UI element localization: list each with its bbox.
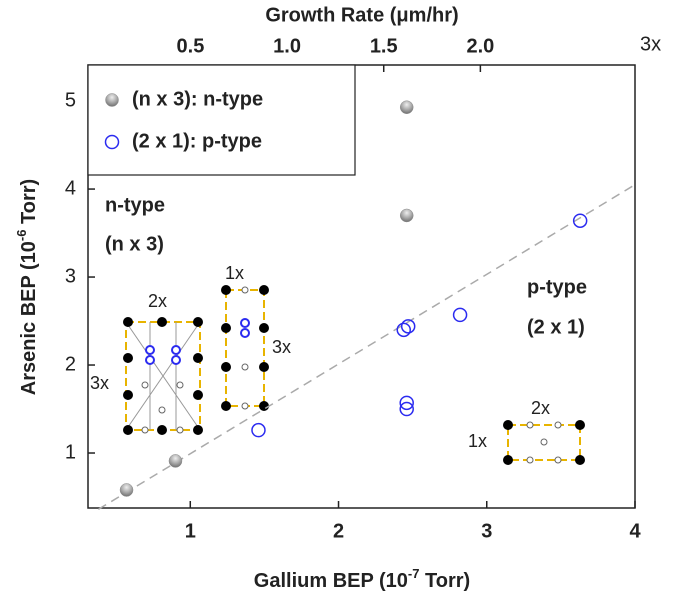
- annotation: 3x: [272, 337, 291, 357]
- y-axis-label: Arsenic BEP (10-6 Torr): [14, 179, 40, 395]
- annotation: (n x 3): [105, 233, 164, 255]
- point: [251, 422, 266, 438]
- legend-marker: [104, 134, 120, 150]
- inset-2x1: [503, 420, 585, 465]
- x2-tick-label: 1.5: [370, 35, 398, 57]
- y-label-part: Torr): [18, 179, 40, 230]
- point: [119, 483, 134, 497]
- y-label-exp: -6: [14, 230, 29, 242]
- point: [399, 100, 414, 114]
- x-tick-label: 4: [629, 520, 641, 542]
- annotation: p-type: [527, 276, 587, 298]
- annotation: 2x: [148, 291, 167, 311]
- plot-frame: [87, 64, 636, 509]
- y-tick-label: 5: [65, 89, 76, 111]
- legend-marker: [105, 93, 119, 107]
- legend-label: (n x 3): n-type: [132, 88, 263, 110]
- y-tick-label: 1: [65, 441, 76, 463]
- x-tick-label: 3: [481, 520, 492, 542]
- x-tick-label: 1: [185, 520, 196, 542]
- y-tick-label: 2: [65, 353, 76, 375]
- point: [452, 307, 468, 323]
- inset-n3: [123, 317, 203, 435]
- annotation: n-type: [105, 194, 165, 216]
- annotation: 3x: [640, 33, 661, 55]
- point: [168, 454, 183, 468]
- point: [399, 208, 414, 223]
- annotation: 3x: [90, 373, 109, 393]
- x-label-exp: -7: [408, 566, 420, 581]
- annotation: 1x: [225, 263, 244, 283]
- annotation: 2x: [531, 398, 550, 418]
- x2-tick-label: 0.5: [177, 35, 205, 57]
- y-tick-label: 4: [65, 177, 76, 199]
- x2-axis-label: Growth Rate (μm/hr): [265, 4, 458, 26]
- point: [399, 401, 414, 417]
- y-label-part: Arsenic BEP (10: [18, 241, 40, 395]
- point: [396, 322, 411, 338]
- point: [399, 395, 414, 411]
- x-label-part: Gallium BEP (10: [254, 570, 408, 592]
- legend-label: (2 x 1): p-type: [132, 130, 262, 152]
- y-tick-label: 3: [65, 265, 76, 287]
- x-tick-label: 2: [333, 520, 344, 542]
- point: [400, 319, 416, 334]
- point: [572, 213, 588, 228]
- annotation: (2 x 1): [527, 316, 585, 338]
- x-axis-label: Gallium BEP (10-7 Torr): [254, 566, 470, 592]
- annotation: 1x: [468, 431, 487, 451]
- x2-tick-label: 1.0: [273, 35, 301, 57]
- legend-box: [87, 64, 356, 176]
- inset-1x3: [221, 285, 269, 411]
- x-label-part: Torr): [419, 570, 470, 592]
- x2-tick-label: 2.0: [466, 35, 494, 57]
